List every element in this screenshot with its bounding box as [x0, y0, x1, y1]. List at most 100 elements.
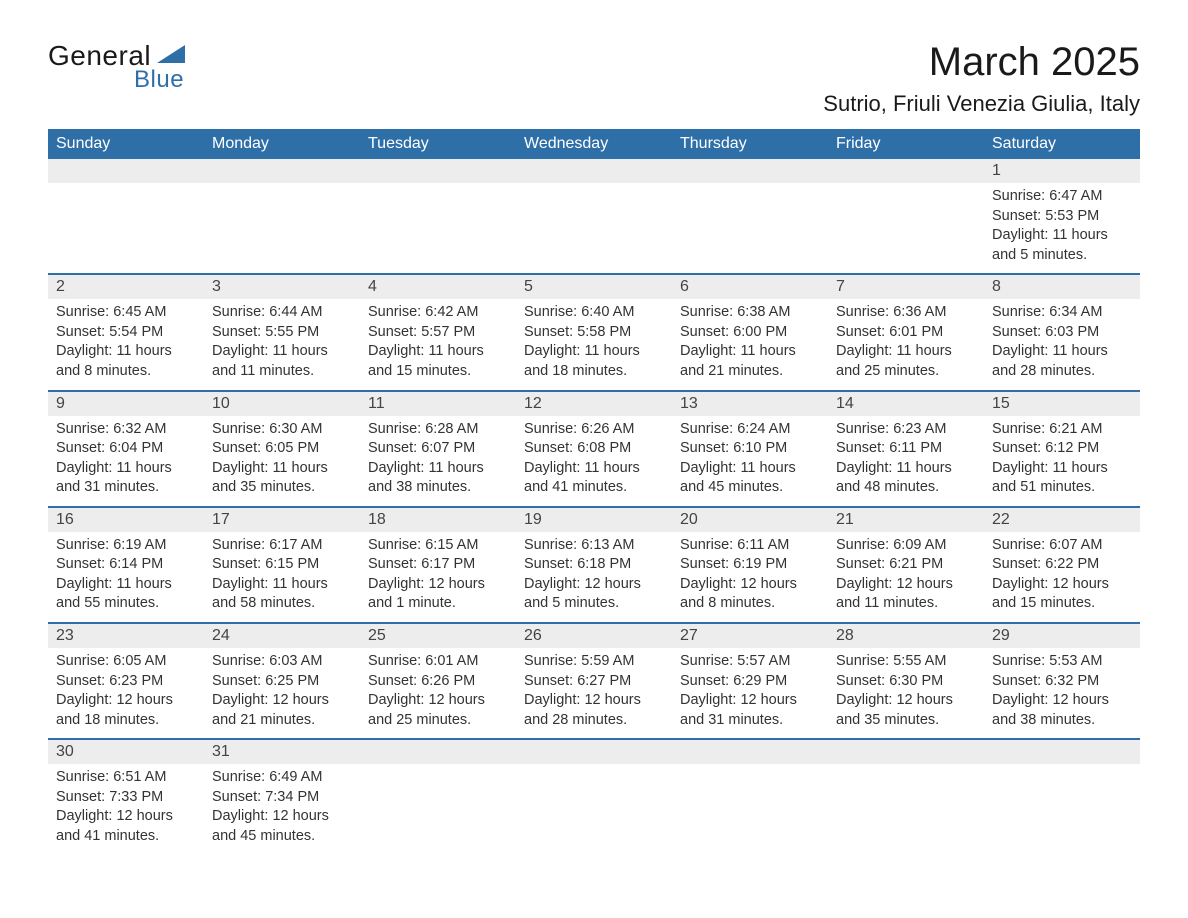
day-number: 13 — [672, 391, 828, 416]
day-content-row: Sunrise: 6:05 AMSunset: 6:23 PMDaylight:… — [48, 648, 1140, 739]
col-header: Monday — [204, 129, 360, 159]
day-cell: Sunrise: 6:28 AMSunset: 6:07 PMDaylight:… — [360, 416, 516, 507]
day-cell: Sunrise: 6:32 AMSunset: 6:04 PMDaylight:… — [48, 416, 204, 507]
day-number: 23 — [48, 623, 204, 648]
day-content-row: Sunrise: 6:19 AMSunset: 6:14 PMDaylight:… — [48, 532, 1140, 623]
title-block: March 2025 Sutrio, Friuli Venezia Giulia… — [823, 40, 1140, 117]
day-number: 8 — [984, 274, 1140, 299]
day-number: 19 — [516, 507, 672, 532]
day-number: 4 — [360, 274, 516, 299]
day-number: 6 — [672, 274, 828, 299]
weekday-header-row: Sunday Monday Tuesday Wednesday Thursday… — [48, 129, 1140, 159]
day-number-row: 23242526272829 — [48, 623, 1140, 648]
day-cell: Sunrise: 6:05 AMSunset: 6:23 PMDaylight:… — [48, 648, 204, 739]
day-cell: Sunrise: 6:36 AMSunset: 6:01 PMDaylight:… — [828, 299, 984, 390]
day-cell: Sunrise: 5:55 AMSunset: 6:30 PMDaylight:… — [828, 648, 984, 739]
logo: General Blue — [48, 40, 185, 94]
day-cell: Sunrise: 5:53 AMSunset: 6:32 PMDaylight:… — [984, 648, 1140, 739]
day-number: 20 — [672, 507, 828, 532]
day-cell — [828, 764, 984, 854]
day-number-row: 1 — [48, 159, 1140, 183]
day-number: 22 — [984, 507, 1140, 532]
day-cell: Sunrise: 6:49 AMSunset: 7:34 PMDaylight:… — [204, 764, 360, 854]
day-cell: Sunrise: 6:23 AMSunset: 6:11 PMDaylight:… — [828, 416, 984, 507]
day-cell: Sunrise: 6:40 AMSunset: 5:58 PMDaylight:… — [516, 299, 672, 390]
day-cell: Sunrise: 6:24 AMSunset: 6:10 PMDaylight:… — [672, 416, 828, 507]
day-cell: Sunrise: 6:17 AMSunset: 6:15 PMDaylight:… — [204, 532, 360, 623]
day-number: 17 — [204, 507, 360, 532]
day-cell: Sunrise: 5:59 AMSunset: 6:27 PMDaylight:… — [516, 648, 672, 739]
day-cell: Sunrise: 6:26 AMSunset: 6:08 PMDaylight:… — [516, 416, 672, 507]
day-number — [672, 739, 828, 764]
day-number: 21 — [828, 507, 984, 532]
day-number: 9 — [48, 391, 204, 416]
day-number: 24 — [204, 623, 360, 648]
day-cell — [516, 764, 672, 854]
day-cell — [360, 764, 516, 854]
day-number: 28 — [828, 623, 984, 648]
day-content-row: Sunrise: 6:47 AMSunset: 5:53 PMDaylight:… — [48, 183, 1140, 274]
day-cell: Sunrise: 6:34 AMSunset: 6:03 PMDaylight:… — [984, 299, 1140, 390]
day-number: 26 — [516, 623, 672, 648]
col-header: Thursday — [672, 129, 828, 159]
day-cell: Sunrise: 6:13 AMSunset: 6:18 PMDaylight:… — [516, 532, 672, 623]
day-number: 30 — [48, 739, 204, 764]
day-cell: Sunrise: 6:07 AMSunset: 6:22 PMDaylight:… — [984, 532, 1140, 623]
day-cell: Sunrise: 6:19 AMSunset: 6:14 PMDaylight:… — [48, 532, 204, 623]
day-number: 15 — [984, 391, 1140, 416]
day-number: 14 — [828, 391, 984, 416]
day-number: 3 — [204, 274, 360, 299]
day-number: 27 — [672, 623, 828, 648]
col-header: Sunday — [48, 129, 204, 159]
day-cell — [672, 764, 828, 854]
day-content-row: Sunrise: 6:51 AMSunset: 7:33 PMDaylight:… — [48, 764, 1140, 854]
day-cell — [204, 183, 360, 274]
day-number — [360, 739, 516, 764]
day-number: 11 — [360, 391, 516, 416]
day-content-row: Sunrise: 6:45 AMSunset: 5:54 PMDaylight:… — [48, 299, 1140, 390]
page-subtitle: Sutrio, Friuli Venezia Giulia, Italy — [823, 91, 1140, 117]
day-cell: Sunrise: 6:47 AMSunset: 5:53 PMDaylight:… — [984, 183, 1140, 274]
day-cell: Sunrise: 5:57 AMSunset: 6:29 PMDaylight:… — [672, 648, 828, 739]
day-number: 29 — [984, 623, 1140, 648]
day-number — [516, 159, 672, 183]
day-cell: Sunrise: 6:21 AMSunset: 6:12 PMDaylight:… — [984, 416, 1140, 507]
day-number: 16 — [48, 507, 204, 532]
col-header: Friday — [828, 129, 984, 159]
day-number: 10 — [204, 391, 360, 416]
day-number — [984, 739, 1140, 764]
day-cell: Sunrise: 6:11 AMSunset: 6:19 PMDaylight:… — [672, 532, 828, 623]
day-cell: Sunrise: 6:09 AMSunset: 6:21 PMDaylight:… — [828, 532, 984, 623]
day-cell: Sunrise: 6:44 AMSunset: 5:55 PMDaylight:… — [204, 299, 360, 390]
page-title: March 2025 — [823, 40, 1140, 85]
day-number — [672, 159, 828, 183]
day-number-row: 9101112131415 — [48, 391, 1140, 416]
day-number — [360, 159, 516, 183]
day-cell — [48, 183, 204, 274]
day-number: 31 — [204, 739, 360, 764]
day-number: 5 — [516, 274, 672, 299]
day-number: 7 — [828, 274, 984, 299]
day-number: 1 — [984, 159, 1140, 183]
day-cell: Sunrise: 6:30 AMSunset: 6:05 PMDaylight:… — [204, 416, 360, 507]
col-header: Wednesday — [516, 129, 672, 159]
day-cell — [672, 183, 828, 274]
day-number — [828, 159, 984, 183]
day-cell: Sunrise: 6:03 AMSunset: 6:25 PMDaylight:… — [204, 648, 360, 739]
day-number: 2 — [48, 274, 204, 299]
day-number-row: 3031 — [48, 739, 1140, 764]
logo-text-bottom: Blue — [134, 66, 185, 94]
header: General Blue March 2025 Sutrio, Friuli V… — [48, 40, 1140, 117]
day-number — [48, 159, 204, 183]
day-content-row: Sunrise: 6:32 AMSunset: 6:04 PMDaylight:… — [48, 416, 1140, 507]
day-cell — [984, 764, 1140, 854]
day-cell: Sunrise: 6:45 AMSunset: 5:54 PMDaylight:… — [48, 299, 204, 390]
day-number: 18 — [360, 507, 516, 532]
day-cell: Sunrise: 6:01 AMSunset: 6:26 PMDaylight:… — [360, 648, 516, 739]
day-number: 12 — [516, 391, 672, 416]
day-cell: Sunrise: 6:42 AMSunset: 5:57 PMDaylight:… — [360, 299, 516, 390]
day-cell — [516, 183, 672, 274]
day-cell: Sunrise: 6:51 AMSunset: 7:33 PMDaylight:… — [48, 764, 204, 854]
day-cell — [828, 183, 984, 274]
day-cell: Sunrise: 6:15 AMSunset: 6:17 PMDaylight:… — [360, 532, 516, 623]
